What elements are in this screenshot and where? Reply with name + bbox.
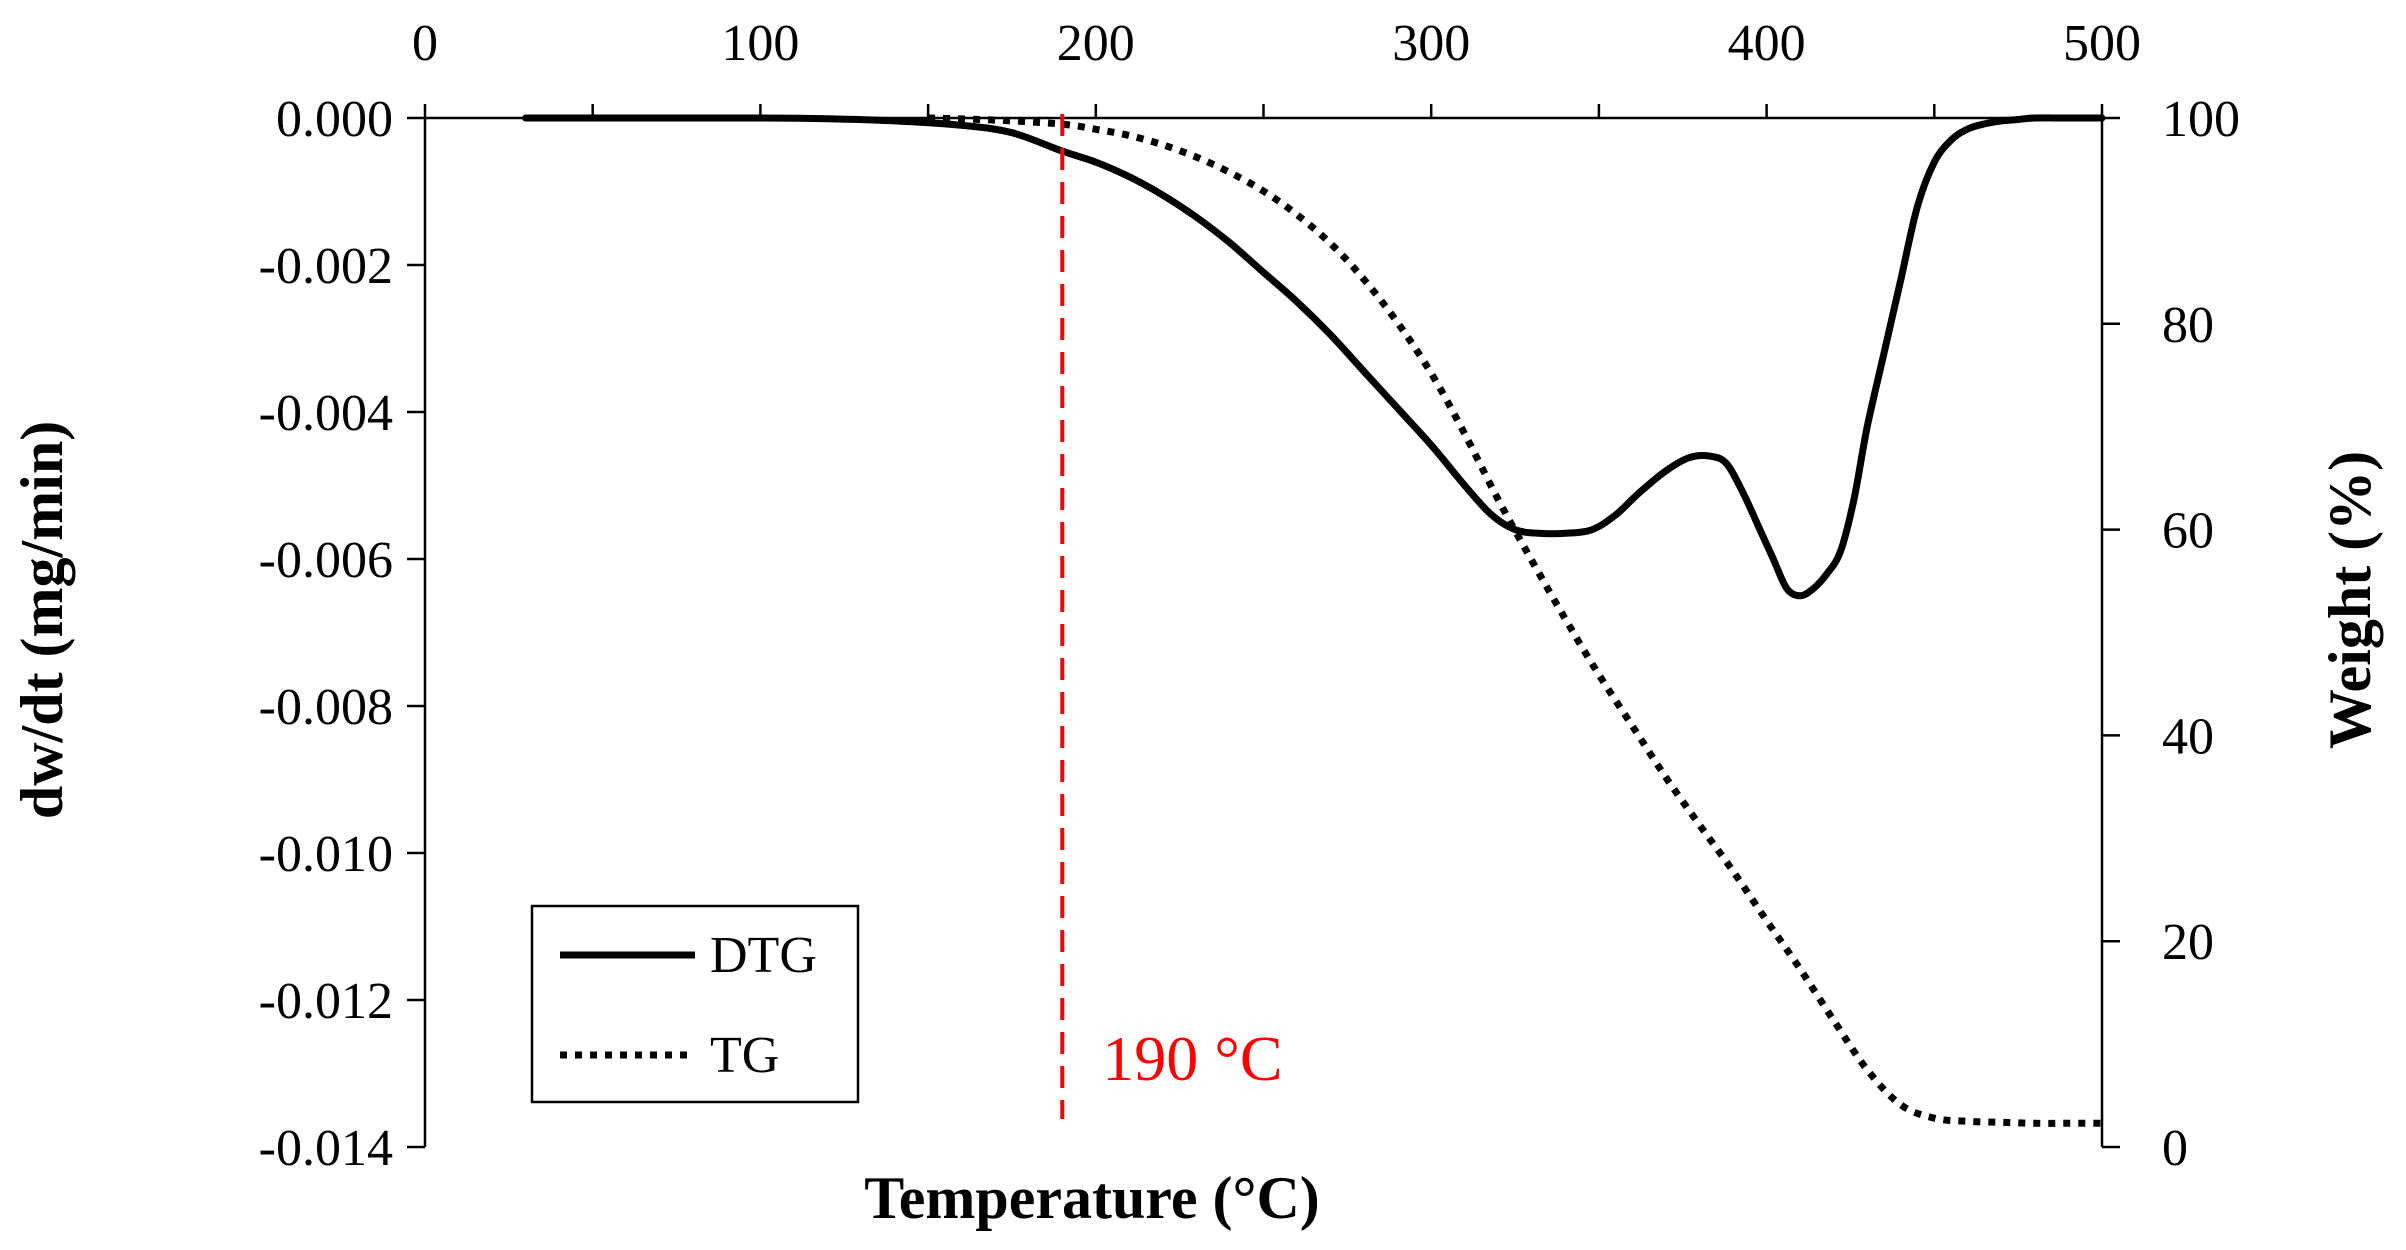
x-tick-label-500: 500 [2063, 15, 2141, 72]
x-tick-label-0: 0 [412, 15, 438, 72]
y-left-tick-label--0.014: -0.014 [259, 1120, 393, 1177]
y-left-tick-label--0.012: -0.012 [259, 973, 393, 1030]
annotation-vline-label: 190 °C [1102, 1023, 1282, 1094]
legend-dtg-label: DTG [710, 927, 817, 984]
y-right-tick-label-80: 80 [2162, 297, 2214, 354]
y-right-tick-label-40: 40 [2162, 708, 2214, 765]
y-right-tick-label-60: 60 [2162, 503, 2214, 560]
y-right-tick-label-100: 100 [2162, 91, 2240, 148]
legend: DTG TG [530, 904, 860, 1104]
y-left-tick-label--0.004: -0.004 [259, 385, 393, 442]
y-left-tick-label--0.010: -0.010 [259, 826, 393, 883]
x-tick-label-100: 100 [721, 15, 799, 72]
annotation-layer: 190 °C [1060, 114, 1283, 1119]
y-right-tick-label-0: 0 [2162, 1120, 2188, 1177]
series-layer [522, 114, 2106, 1127]
y-right-tick-label-20: 20 [2162, 914, 2214, 971]
x-tick-label-400: 400 [1728, 15, 1806, 72]
x-tick-label-300: 300 [1392, 15, 1470, 72]
y-left-tick-label-0.000: 0.000 [276, 91, 393, 148]
y-left-axis-title: dw/dt (mg/min) [9, 421, 75, 819]
series-dtg-line [522, 114, 2106, 600]
y-left-tick-label--0.002: -0.002 [259, 238, 393, 295]
legend-box [530, 904, 860, 1104]
series-tg-line [928, 114, 2102, 1127]
axes: 0 100 200 300 400 5000.000-0.002-0.004-0.006-… [259, 15, 2240, 1177]
y-left-tick-label--0.006: -0.006 [259, 532, 393, 589]
x-axis-title: Temperature (°C) [864, 1165, 1320, 1231]
y-left-tick-label--0.008: -0.008 [259, 679, 393, 736]
y-right-axis-title: Weight (%) [2317, 451, 2383, 749]
x-tick-label-200: 200 [1057, 15, 1135, 72]
legend-tg-label: TG [710, 1027, 779, 1084]
